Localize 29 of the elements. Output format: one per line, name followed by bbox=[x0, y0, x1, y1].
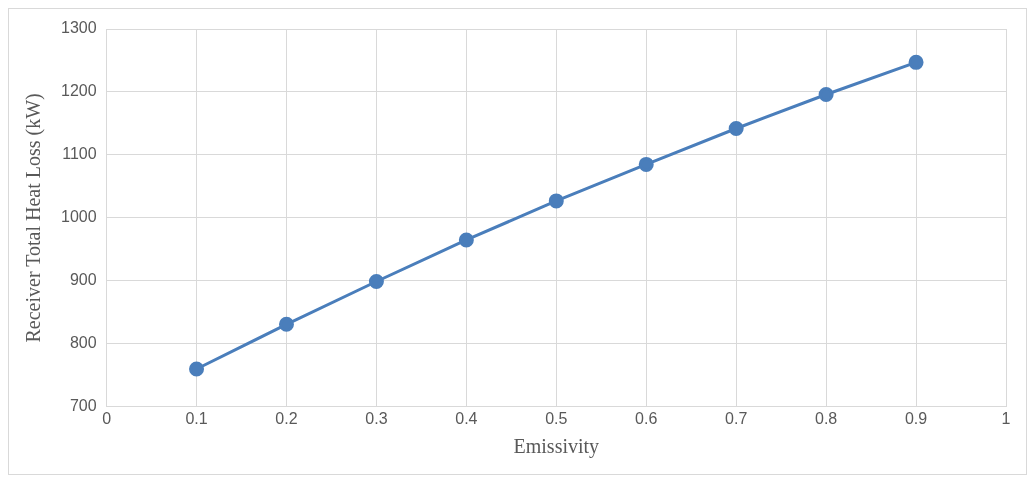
x-tick-label: 0.2 bbox=[275, 409, 298, 427]
x-tick-label: 0.4 bbox=[455, 409, 478, 427]
point bbox=[728, 120, 744, 136]
x-tick-label: 1 bbox=[1001, 409, 1011, 427]
point bbox=[638, 156, 654, 172]
y-tick-label: 1100 bbox=[62, 145, 97, 163]
x-tick-label: 0.1 bbox=[185, 409, 208, 427]
x-tick-label: 0.6 bbox=[635, 409, 658, 427]
y-tick-label: 1200 bbox=[61, 82, 97, 100]
point bbox=[368, 274, 384, 289]
y-tick-label: 700 bbox=[69, 397, 97, 415]
y-tick-label: 1000 bbox=[61, 208, 97, 226]
y-tick-label: 900 bbox=[69, 271, 97, 289]
point bbox=[278, 316, 294, 332]
point bbox=[458, 232, 474, 248]
point bbox=[548, 193, 564, 209]
x-tick-label: 0.5 bbox=[545, 409, 568, 427]
x-tick-label: 0.7 bbox=[725, 409, 748, 427]
x-tick-label: 0.3 bbox=[365, 409, 388, 427]
x-tick-label: 0.8 bbox=[814, 409, 838, 427]
x-tick-label: 0 bbox=[102, 409, 112, 427]
x-axis-title: Emissivity bbox=[513, 435, 600, 459]
y-tick-label: 1300 bbox=[61, 19, 97, 37]
x-tick-label: 0.9 bbox=[904, 409, 928, 427]
y-axis-title: Receiver Total Heat Loss (kW) bbox=[22, 93, 46, 343]
point bbox=[189, 361, 205, 377]
point bbox=[908, 54, 924, 70]
point bbox=[818, 86, 834, 102]
y-tick-label: 800 bbox=[69, 334, 97, 352]
